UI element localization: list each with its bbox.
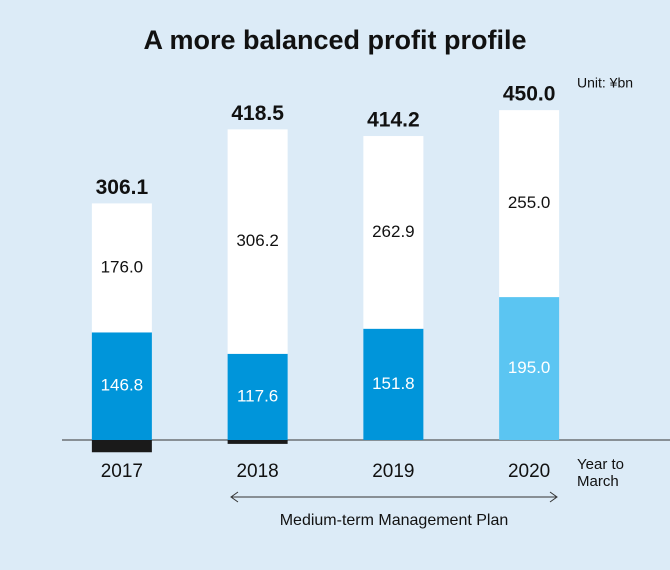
x-tick-label: 2020: [508, 461, 550, 482]
x-tick-label: 2017: [101, 461, 143, 482]
segment-label: 306.2: [236, 231, 279, 250]
bar-segment: [91, 203, 152, 333]
total-label: 306.1: [96, 176, 149, 199]
bar-segment: [363, 328, 424, 441]
total-label: 414.2: [367, 109, 420, 132]
segment-label: 117.6: [237, 386, 278, 405]
total-label: 418.5: [231, 102, 284, 125]
x-axis-label: Year to March: [577, 456, 624, 490]
bar-segment: [363, 136, 424, 329]
chart-title: A more balanced profit profile: [143, 25, 526, 55]
bar-segment: [227, 129, 288, 354]
bar-segment: [91, 440, 152, 453]
segment-label: 151.8: [372, 374, 415, 393]
bar-segment: [227, 440, 288, 444]
total-label: 450.0: [503, 83, 556, 106]
bar-segment: [91, 332, 152, 441]
segment-label: 262.9: [372, 222, 415, 241]
segment-label: 255.0: [508, 193, 551, 212]
segment-label: 176.0: [101, 257, 144, 276]
unit-label: Unit: ¥bn: [577, 75, 633, 91]
bar-segment: [499, 110, 560, 298]
plan-label: Medium-term Management Plan: [280, 512, 509, 529]
segment-label: 146.8: [101, 376, 144, 395]
bar-segment: [499, 297, 560, 441]
arrow-heads: [230, 491, 558, 503]
segment-label: 195.0: [508, 358, 551, 377]
bar-segment: [227, 353, 288, 441]
x-tick-label: 2018: [236, 461, 278, 482]
x-tick-label: 2019: [372, 461, 414, 482]
